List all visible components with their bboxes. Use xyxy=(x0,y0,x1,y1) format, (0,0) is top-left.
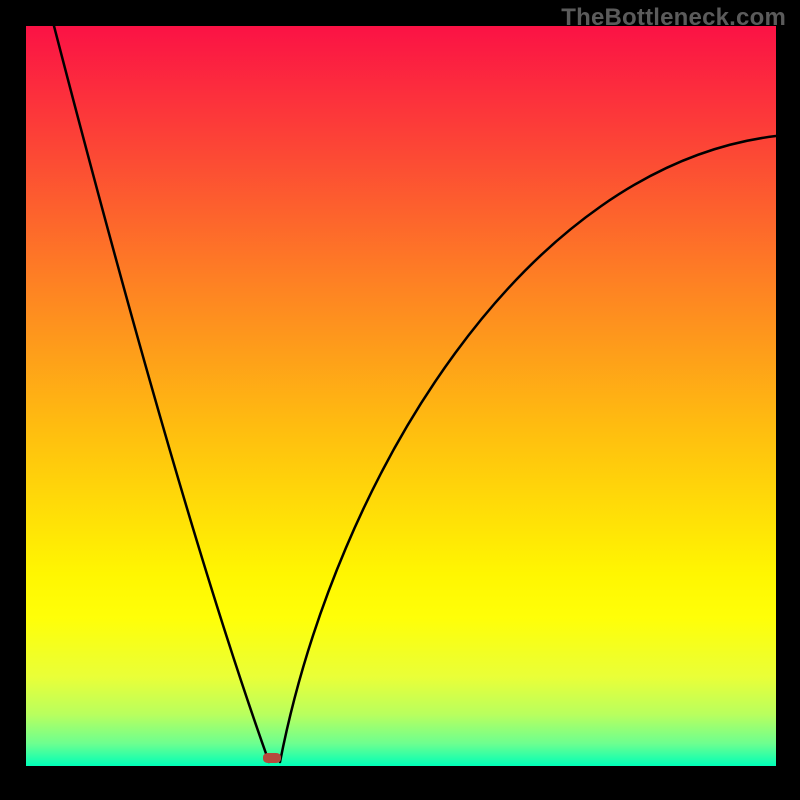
bottleneck-curve xyxy=(26,26,776,766)
chart-frame: TheBottleneck.com xyxy=(0,0,800,800)
plot-area xyxy=(26,26,776,766)
minimum-marker xyxy=(263,753,281,763)
watermark-text: TheBottleneck.com xyxy=(561,4,786,32)
